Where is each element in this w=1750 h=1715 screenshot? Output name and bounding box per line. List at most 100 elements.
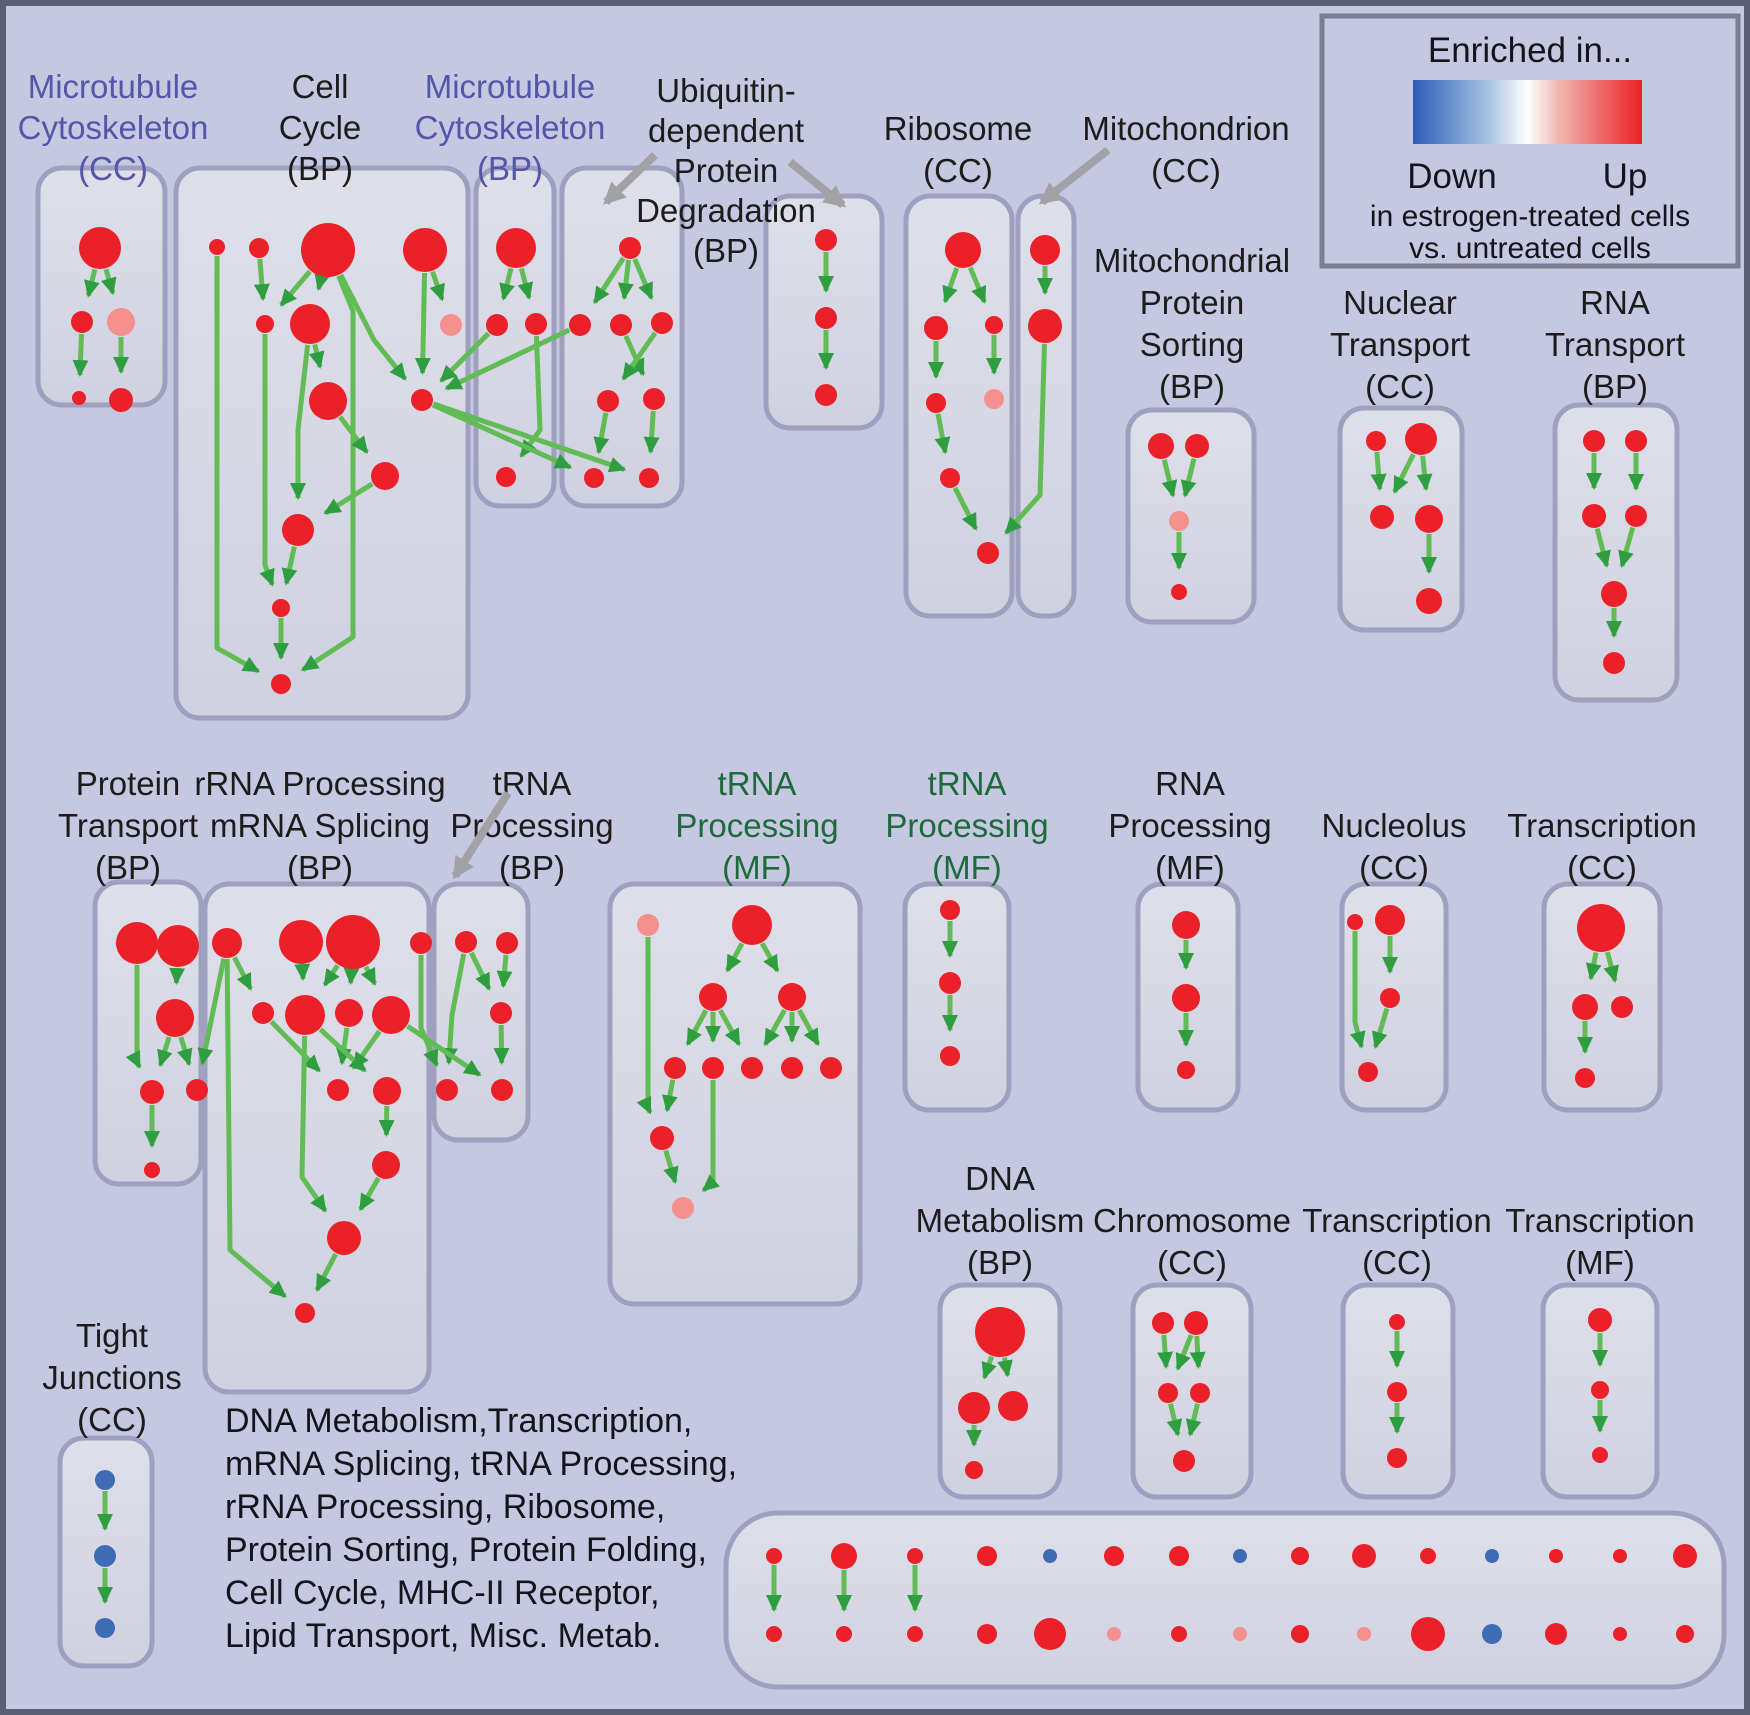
node-transc_cc-f4: [1575, 1068, 1595, 1088]
cluster-label-line: (CC): [1151, 152, 1221, 189]
node-dna_met-d3: [998, 1391, 1028, 1421]
edge-nt: [1416, 455, 1433, 492]
bottom-node-bot-4: [1034, 1618, 1066, 1650]
edge-mt_cc: [101, 268, 117, 296]
edge-cell_cycle: [414, 272, 431, 376]
cluster-label-line: (BP): [967, 1244, 1033, 1281]
node-trna_mf_big-bb8: [781, 1057, 803, 1079]
cluster-label-line: Processing: [675, 807, 838, 844]
edge-trna_mf_big: [718, 1008, 742, 1047]
cluster-label-line: (CC): [1359, 849, 1429, 886]
node-ubiq2-z3: [815, 384, 837, 406]
edge-ubiq1: [621, 331, 658, 381]
cluster-label-nt: Nuclear Transport (CC): [1330, 284, 1470, 405]
edge-cell_cycle: [279, 269, 312, 307]
node-nt-a1: [1366, 431, 1386, 451]
edge-mt_bp: [499, 267, 515, 301]
edge-rrna: [269, 1019, 321, 1073]
annotation-arrow-ubiquitin-label-to-left-box: [603, 152, 658, 205]
cluster-label-ubiq1: Ubiquitin-dependent Protein Degradation (BP…: [636, 72, 816, 269]
edge-cell_cycle: [314, 272, 330, 291]
edge-trna_mf_big: [661, 1079, 678, 1113]
cross-edge: [406, 1024, 482, 1077]
node-transc_cc-f1: [1577, 904, 1625, 952]
cluster-label-line: Nuclear: [1343, 284, 1457, 321]
edge-cell_cycle: [308, 343, 325, 369]
node-ubiq1-ub: [610, 314, 632, 336]
node-transc_cc-f3: [1611, 996, 1633, 1018]
edge-ubiq1: [592, 256, 626, 305]
node-ribosome-r1: [945, 232, 981, 268]
cluster-box-rnat: [1552, 402, 1680, 703]
node-trna_bp-tb4: [436, 1079, 458, 1101]
cluster-box-cell_cycle: [173, 165, 471, 721]
node-nucleolus-e2: [1375, 905, 1405, 935]
cluster-label-line: Protein: [76, 765, 181, 802]
node-trna_mf_big-bb7: [741, 1057, 763, 1079]
node-trna_mf_small-y3: [940, 1046, 960, 1066]
cluster-box-trna_mf_small: [902, 881, 1012, 1113]
node-ribosome-r3: [985, 316, 1003, 334]
node-nt-a5: [1416, 588, 1442, 614]
edge-cell_cycle: [301, 274, 356, 672]
edge-chromosome: [1189, 1335, 1206, 1370]
node-transc_mf-w1: [1588, 1308, 1612, 1332]
cluster-box-mps: [1125, 407, 1257, 625]
edge-pt: [169, 967, 186, 986]
bottom-node-top-1: [831, 1543, 857, 1569]
bottom-node-bot-2: [907, 1626, 923, 1642]
cross-edge: [439, 331, 491, 383]
edge-cell_cycle: [323, 481, 374, 516]
edge-trna_mf_big: [725, 942, 745, 973]
cluster-label-line: (BP): [287, 150, 353, 187]
cluster-label-line: (BP): [287, 849, 353, 886]
cluster-label-line: Transport: [1545, 326, 1685, 363]
node-chromosome-h2: [1184, 1311, 1208, 1335]
cluster-label-line: DNA: [965, 1160, 1035, 1197]
cluster-label-line: Ribosome: [884, 110, 1033, 147]
edge-rrna: [358, 1176, 381, 1212]
edge-cell_cycle: [338, 415, 369, 454]
annotation-arrow-mitochondrion-label-to-box: [1038, 146, 1111, 206]
edge-trna_mf_big: [797, 1008, 821, 1047]
bottom-node-top-10: [1420, 1548, 1436, 1564]
cluster-label-rnat: RNA Transport (BP): [1545, 284, 1685, 405]
cluster-label-line: (MF): [1155, 849, 1225, 886]
edge-ribosome: [967, 266, 987, 304]
legend-subtitle-2: vs. untreated cells: [1409, 232, 1651, 265]
node-trna_mf_small-y1: [940, 900, 960, 920]
node-ubiq1-ua: [569, 314, 591, 336]
node-rrna-g7: [335, 999, 363, 1027]
bottom-node-bot-7: [1233, 1627, 1247, 1641]
node-trna_bp-tb5: [491, 1079, 513, 1101]
node-ubiq1-b1: [584, 468, 604, 488]
node-rrna-g9: [327, 1079, 349, 1101]
node-mt_cc-n1: [79, 227, 121, 269]
cluster-label-nucleolus: Nucleolus (CC): [1322, 807, 1467, 886]
layer-labels: Microtubule Cytoskeleton (CC) Cell Cycle (BP)…: [18, 31, 1697, 1655]
edge-transc_cc: [1603, 951, 1619, 983]
edge-trna_mf_big: [760, 942, 780, 973]
edge-cell_cycle: [290, 344, 311, 500]
cluster-label-line: (BP): [1159, 368, 1225, 405]
node-cell_cycle-c10: [371, 462, 399, 490]
cluster-label-transc_mf: Transcription (MF): [1505, 1202, 1695, 1281]
node-cell_cycle-c4: [403, 228, 447, 272]
cluster-label-line: Mitochondrial: [1094, 242, 1290, 279]
node-cell_cycle-c13: [271, 674, 291, 694]
node-dna_met-d2: [958, 1392, 990, 1424]
edge-pt: [157, 1036, 173, 1068]
cluster-label-pt: Protein Transport (BP): [58, 765, 198, 886]
edge-ribosome: [942, 267, 960, 304]
edge-rrna: [314, 1252, 338, 1292]
node-transc_cc2-v1: [1389, 1314, 1405, 1330]
edge-nucleolus: [1372, 1007, 1390, 1049]
node-mps-s2: [1185, 434, 1209, 458]
node-chromosome-h5: [1173, 1450, 1195, 1472]
node-pt-p3: [156, 999, 194, 1037]
node-mt_bp-mb: [496, 467, 516, 487]
cluster-label-line: (BP): [477, 150, 543, 187]
bottom-node-bot-9: [1357, 1627, 1371, 1641]
annotation-arrow-ubiquitin-label-to-right-box: [787, 158, 847, 209]
cluster-label-trna_mf_small: tRNA Processing (MF): [885, 765, 1048, 886]
